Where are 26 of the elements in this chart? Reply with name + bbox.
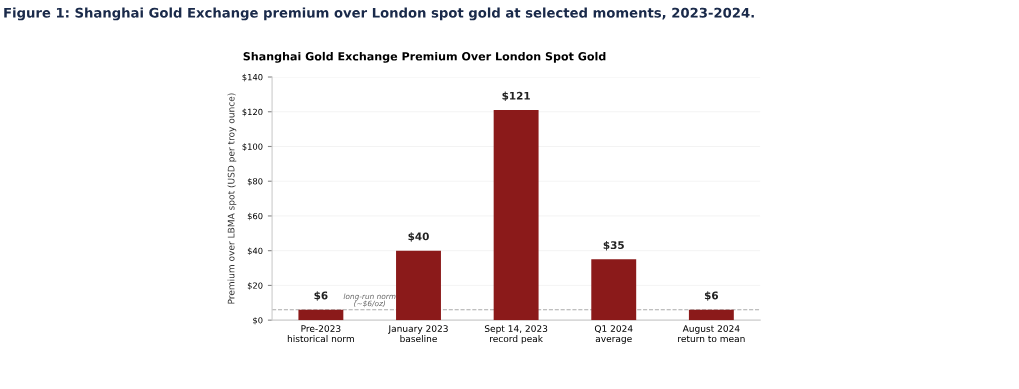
data-label: $40 (408, 232, 429, 242)
chart-subtitle: Shanghai Gold Exchange Premium Over London Spot Gold (243, 51, 606, 63)
y-tick-label: $0 (253, 316, 263, 325)
bar (688, 309, 734, 321)
x-tick-label: Q1 2024 average (594, 325, 633, 344)
data-label: $35 (603, 240, 624, 251)
data-label: $6 (704, 291, 719, 301)
y-tick-label: $20 (247, 282, 263, 290)
x-tick-label: Sept 14, 2023 record peak (484, 325, 548, 344)
data-label: $121 (502, 91, 530, 102)
bar (591, 259, 637, 321)
x-tick-label: Pre-2023 historical norm (287, 325, 354, 343)
y-axis-title: Premium over LBMA spot (USD per troy ounce) (227, 93, 237, 304)
bar (298, 309, 344, 321)
y-tick-label: $40 (247, 247, 263, 256)
x-tick-label: August 2024 return to mean (678, 325, 745, 343)
x-tick-label: January 2023 baseline (388, 325, 448, 343)
y-tick-label: $80 (247, 178, 263, 186)
data-label: $6 (314, 291, 328, 301)
chart-title: Figure 1: Shanghai Gold Exchange premium over London spot gold at selected moments, 2023-2024. (4, 7, 754, 21)
y-tick-label: $120 (242, 108, 263, 117)
y-tick-label: $60 (247, 212, 263, 221)
y-tick-label: $100 (242, 143, 263, 151)
bar (396, 250, 441, 321)
y-tick-label: $140 (242, 73, 263, 82)
bar (493, 110, 539, 321)
